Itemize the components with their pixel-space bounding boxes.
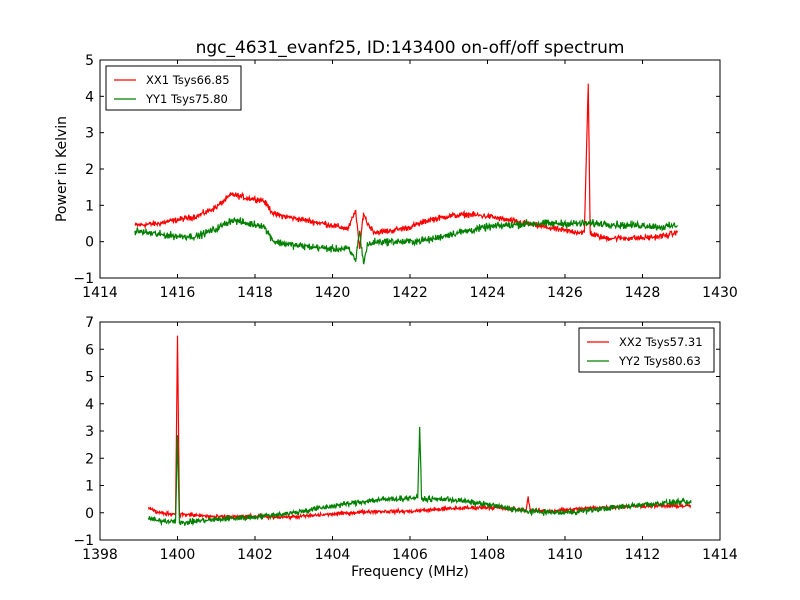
y-tick-label: 5 bbox=[85, 53, 94, 69]
y-tick-label: 3 bbox=[85, 126, 94, 142]
x-tick-label: 1406 bbox=[392, 547, 428, 563]
x-tick-label: 1414 bbox=[702, 547, 738, 563]
y-tick-label: 1 bbox=[85, 198, 94, 214]
x-tick-label: 1416 bbox=[160, 285, 196, 301]
x-tick-label: 1402 bbox=[237, 547, 273, 563]
y-tick-label: 0 bbox=[85, 506, 94, 522]
y-tick-label: 1 bbox=[85, 479, 94, 495]
x-tick-label: 1430 bbox=[702, 285, 738, 301]
series-line-yy2 bbox=[147, 426, 692, 527]
legend: XX2 Tsys57.31 YY2 Tsys80.63 bbox=[578, 327, 715, 373]
y-tick-label: 7 bbox=[85, 315, 94, 331]
y-tick-label: 5 bbox=[85, 370, 94, 386]
x-tick-label: 1408 bbox=[470, 547, 506, 563]
x-tick-label: 1404 bbox=[315, 547, 351, 563]
y-tick-label: 2 bbox=[85, 162, 94, 178]
x-tick-label: 1398 bbox=[82, 547, 118, 563]
y-tick-label: 4 bbox=[85, 89, 94, 105]
x-tick-label: 1418 bbox=[237, 285, 273, 301]
y-tick-label: 0 bbox=[85, 235, 94, 251]
x-tick-label: 1424 bbox=[470, 285, 506, 301]
x-axis-label: Frequency (MHz) bbox=[351, 564, 469, 580]
legend-label: XX1 Tsys66.85 bbox=[146, 73, 230, 87]
series-line-yy1 bbox=[134, 217, 678, 265]
x-tick-label: 1428 bbox=[625, 285, 661, 301]
y-tick-label: −1 bbox=[73, 271, 94, 287]
legend-label: XX2 Tsys57.31 bbox=[619, 335, 703, 349]
series-line-xx1 bbox=[134, 83, 678, 249]
legend-box bbox=[578, 327, 715, 373]
y-tick-label: 4 bbox=[85, 397, 94, 413]
x-tick-label: 1412 bbox=[625, 547, 661, 563]
subplot-1: 1414 1416 1418 1420 1422 1424 1426 1428 1430 −1 0 1… bbox=[73, 53, 737, 301]
chart-title: ngc_4631_evanf25, ID:143400 on-off/off s… bbox=[196, 38, 625, 58]
y-axis-label: Power in Kelvin bbox=[54, 116, 70, 222]
subplot-2: 1398 1400 1402 1404 1406 1408 1410 1412 1414 −1 0 1… bbox=[73, 315, 738, 563]
y-tick-label: 6 bbox=[85, 342, 94, 358]
x-tick-label: 1422 bbox=[392, 285, 428, 301]
x-tick-label: 1414 bbox=[82, 285, 118, 301]
x-tick-label: 1420 bbox=[315, 285, 351, 301]
y-tick-label: 3 bbox=[85, 424, 94, 440]
y-tick-label: 2 bbox=[85, 451, 94, 467]
x-tick-label: 1400 bbox=[160, 547, 196, 563]
legend-box bbox=[105, 65, 242, 111]
legend-label: YY1 Tsys75.80 bbox=[145, 92, 228, 106]
legend-label: YY2 Tsys80.63 bbox=[618, 354, 701, 368]
legend: XX1 Tsys66.85 YY1 Tsys75.80 bbox=[105, 65, 242, 111]
x-tick-label: 1410 bbox=[547, 547, 583, 563]
y-tick-label: −1 bbox=[73, 533, 94, 549]
x-tick-label: 1426 bbox=[547, 285, 583, 301]
